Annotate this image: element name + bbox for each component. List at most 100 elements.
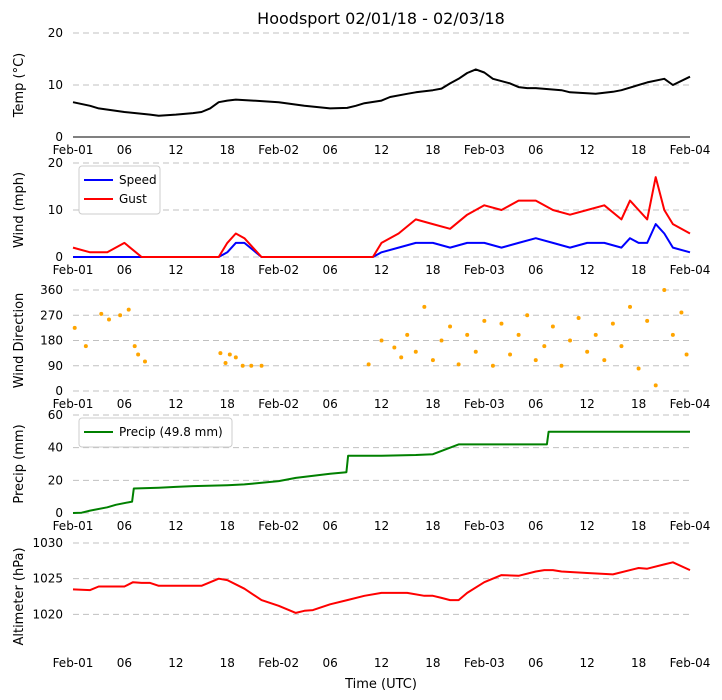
direction-point bbox=[593, 332, 598, 337]
direction-point bbox=[568, 338, 573, 343]
direction-point bbox=[413, 349, 418, 354]
direction-point bbox=[126, 307, 131, 312]
wind-x-tick-label: 12 bbox=[580, 263, 595, 277]
direction-point bbox=[465, 332, 470, 337]
direction-point bbox=[132, 344, 137, 349]
temp-x-tick-label: 12 bbox=[374, 143, 389, 157]
precip-x-tick-label: 18 bbox=[631, 519, 646, 533]
precip-x-tick-label: 06 bbox=[322, 519, 337, 533]
precip-x-tick-label: 06 bbox=[528, 519, 543, 533]
wind-x-tick-label: 06 bbox=[322, 263, 337, 277]
direction-point bbox=[610, 321, 615, 326]
direction-y-axis-label: Wind Direction bbox=[12, 293, 27, 389]
direction-x-tick-label: 12 bbox=[168, 397, 183, 411]
temp-x-tick-label: 06 bbox=[322, 143, 337, 157]
direction-point bbox=[136, 352, 141, 357]
temp-x-tick-label: 12 bbox=[580, 143, 595, 157]
wind-x-tick-label: Feb-01 bbox=[53, 263, 94, 277]
precip-y-axis-label: Precip (mm) bbox=[12, 424, 27, 503]
direction-point bbox=[684, 352, 689, 357]
precip-x-tick-label: 12 bbox=[168, 519, 183, 533]
x-axis-label: Time (UTC) bbox=[344, 677, 417, 692]
precip-x-tick-label: 18 bbox=[220, 519, 235, 533]
altimeter-x-tick-label: Feb-04 bbox=[670, 656, 711, 670]
direction-y-tick-label: 180 bbox=[40, 334, 63, 348]
altimeter-x-tick-label: 12 bbox=[168, 656, 183, 670]
direction-x-tick-label: Feb-04 bbox=[670, 397, 711, 411]
direction-x-tick-label: 06 bbox=[117, 397, 132, 411]
precip-x-tick-label: 18 bbox=[425, 519, 440, 533]
temp-x-tick-label: Feb-02 bbox=[258, 143, 299, 157]
wind-y-tick-label: 0 bbox=[55, 250, 63, 264]
altimeter-x-tick-label: 12 bbox=[580, 656, 595, 670]
direction-point bbox=[602, 358, 607, 363]
direction-point bbox=[218, 351, 223, 356]
wind-x-tick-label: Feb-04 bbox=[670, 263, 711, 277]
wind-x-tick-label: Feb-03 bbox=[464, 263, 505, 277]
direction-point bbox=[653, 383, 658, 388]
chart-title: Hoodsport 02/01/18 - 02/03/18 bbox=[257, 9, 505, 28]
direction-x-tick-label: 06 bbox=[528, 397, 543, 411]
wind-x-tick-label: 06 bbox=[117, 263, 132, 277]
direction-point bbox=[233, 355, 238, 360]
direction-point bbox=[142, 359, 147, 364]
direction-point bbox=[456, 362, 461, 367]
wind-legend-label: Gust bbox=[119, 192, 147, 206]
direction-point bbox=[118, 313, 123, 318]
direction-y-tick-label: 90 bbox=[48, 359, 63, 373]
direction-y-tick-label: 360 bbox=[40, 283, 63, 297]
direction-x-tick-label: 12 bbox=[374, 397, 389, 411]
direction-point bbox=[645, 318, 650, 323]
precip-y-tick-label: 20 bbox=[48, 473, 63, 487]
direction-point bbox=[72, 325, 77, 330]
direction-point bbox=[482, 318, 487, 323]
direction-point bbox=[516, 332, 521, 337]
panel-temp: 0 10 20 Feb-01 06 12 18 Feb-02 06 12 18 Feb-03 06 12 1… bbox=[12, 26, 710, 157]
altimeter-x-tick-label: 18 bbox=[425, 656, 440, 670]
direction-point bbox=[399, 355, 404, 360]
direction-x-tick-label: 12 bbox=[580, 397, 595, 411]
precip-x-tick-label: Feb-01 bbox=[53, 519, 94, 533]
panel-precip: 0 20 40 60 Feb-01 06 12 18 Feb-02 06 12 18 Feb-03 06 1… bbox=[12, 408, 710, 533]
direction-point bbox=[240, 363, 245, 368]
temp-x-tick-label: 18 bbox=[425, 143, 440, 157]
direction-point bbox=[366, 362, 371, 367]
direction-point bbox=[499, 321, 504, 326]
temp-x-tick-label: 12 bbox=[168, 143, 183, 157]
wind-series-speed bbox=[73, 223, 691, 258]
direction-point bbox=[542, 344, 547, 349]
precip-y-tick-label: 60 bbox=[48, 408, 63, 422]
temp-x-tick-label: Feb-01 bbox=[53, 143, 94, 157]
direction-point bbox=[619, 344, 624, 349]
direction-point bbox=[585, 349, 590, 354]
direction-point bbox=[392, 345, 397, 350]
altimeter-x-tick-label: Feb-03 bbox=[464, 656, 505, 670]
precip-x-tick-label: 06 bbox=[117, 519, 132, 533]
wind-legend-label: Speed bbox=[119, 173, 157, 187]
precip-series-precip-49-8-mm- bbox=[72, 430, 690, 514]
direction-point bbox=[525, 313, 530, 318]
precip-x-tick-label: 12 bbox=[580, 519, 595, 533]
altimeter-x-tick-label: 12 bbox=[374, 656, 389, 670]
precip-x-tick-label: 12 bbox=[374, 519, 389, 533]
temp-y-axis-label: Temp (°C) bbox=[12, 53, 27, 119]
direction-y-tick-label: 270 bbox=[40, 308, 63, 322]
precip-x-tick-label: Feb-03 bbox=[464, 519, 505, 533]
altimeter-x-tick-label: 06 bbox=[322, 656, 337, 670]
temp-x-tick-label: 18 bbox=[220, 143, 235, 157]
direction-point bbox=[508, 352, 513, 357]
wind-x-tick-label: 06 bbox=[528, 263, 543, 277]
precip-x-tick-label: Feb-04 bbox=[670, 519, 711, 533]
direction-point bbox=[670, 332, 675, 337]
altimeter-x-tick-label: Feb-02 bbox=[258, 656, 299, 670]
altimeter-x-tick-label: 06 bbox=[528, 656, 543, 670]
direction-point bbox=[430, 358, 435, 363]
precip-y-tick-label: 40 bbox=[48, 441, 63, 455]
direction-point bbox=[490, 363, 495, 368]
altimeter-x-tick-label: Feb-01 bbox=[53, 656, 94, 670]
wind-x-tick-label: 12 bbox=[168, 263, 183, 277]
altimeter-x-tick-label: 06 bbox=[117, 656, 132, 670]
direction-x-tick-label: 06 bbox=[322, 397, 337, 411]
direction-point bbox=[473, 349, 478, 354]
direction-point bbox=[405, 332, 410, 337]
